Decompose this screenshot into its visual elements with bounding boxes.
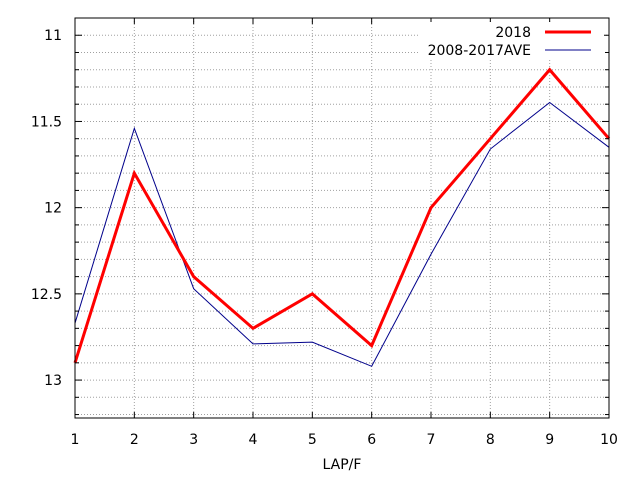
x-tick-label: 4 [249, 432, 258, 448]
legend: 2018 2008-2017AVE [418, 22, 604, 60]
x-tick-label: 3 [189, 432, 198, 448]
x-tick-label: 10 [600, 432, 618, 448]
x-tick-label: 1 [71, 432, 80, 448]
y-tick-label: 13 [44, 373, 62, 389]
x-tick-label: 7 [427, 432, 436, 448]
x-axis-title: LAP/F [323, 457, 362, 473]
legend-label-2018: 2018 [495, 25, 531, 41]
plot-frame [74, 17, 610, 419]
x-tick-label: 5 [308, 432, 317, 448]
legend-background [418, 22, 604, 60]
x-tick-label: 8 [486, 432, 495, 448]
series-line-2008-2017ave [74, 101, 610, 367]
grid [75, 17, 609, 418]
axis-ticks [74, 17, 610, 418]
x-tick-label: 2 [130, 432, 139, 448]
series-line-2018 [73, 67, 611, 364]
x-tick-label: 6 [367, 432, 376, 448]
y-tick-label: 11 [44, 28, 62, 44]
series-layer [73, 67, 611, 367]
x-tick-label: 9 [545, 432, 554, 448]
legend-label-2008-2017ave: 2008-2017AVE [428, 43, 531, 59]
y-tick-label: 12.5 [31, 287, 62, 303]
y-tick-label: 12 [44, 201, 62, 217]
y-tick-label: 11.5 [31, 114, 62, 130]
